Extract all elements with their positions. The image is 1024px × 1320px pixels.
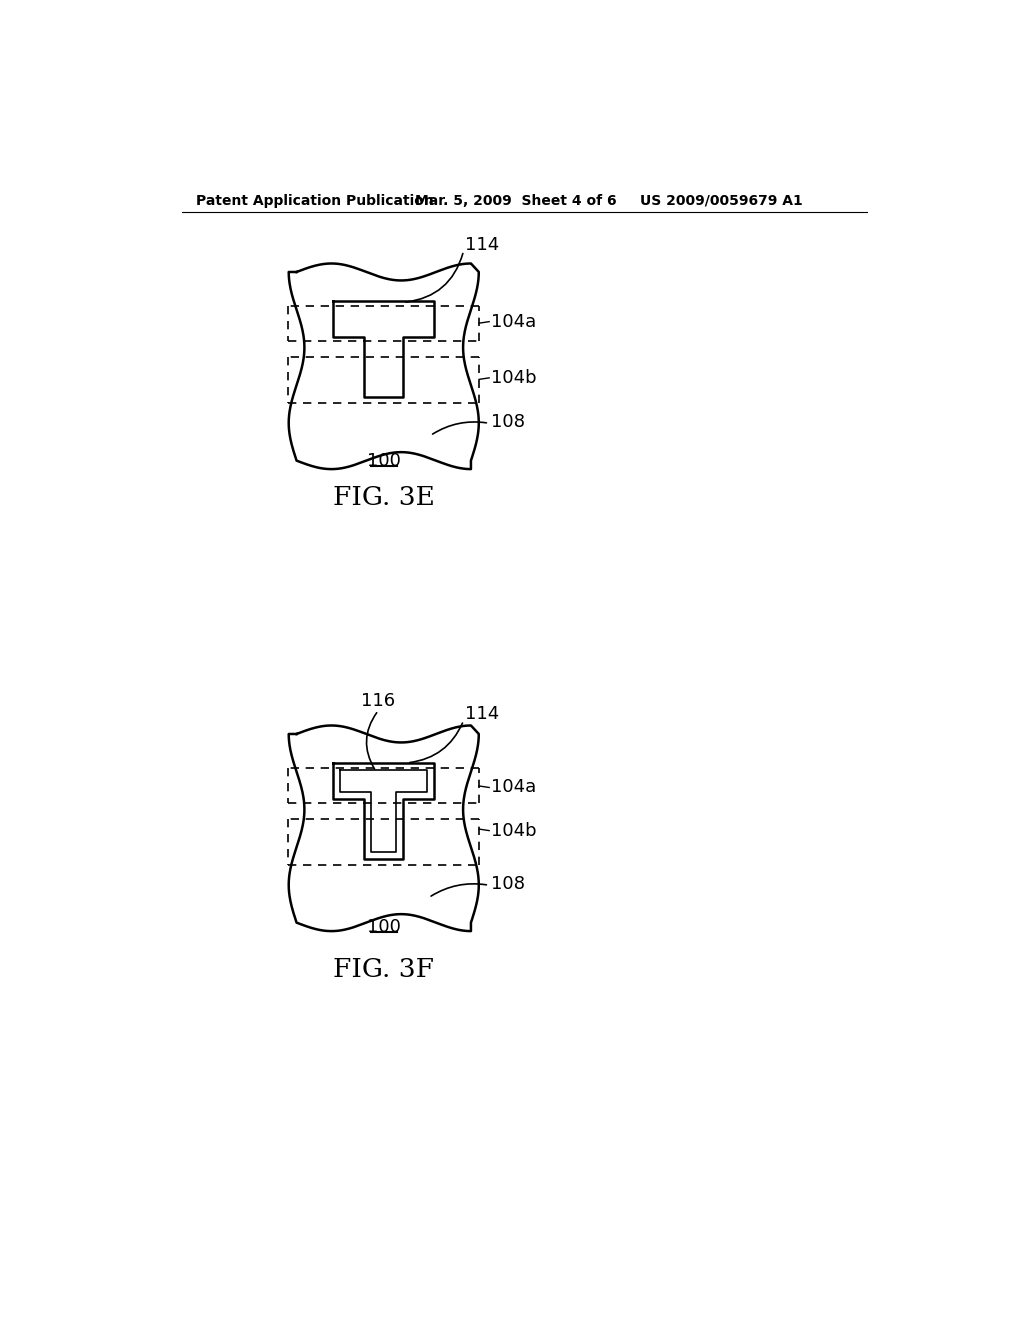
Text: 108: 108 bbox=[490, 875, 524, 892]
Text: FIG. 3F: FIG. 3F bbox=[333, 957, 434, 982]
Text: 104b: 104b bbox=[490, 368, 537, 387]
Text: 100: 100 bbox=[367, 451, 400, 470]
Text: 114: 114 bbox=[465, 236, 500, 253]
Text: FIG. 3E: FIG. 3E bbox=[333, 484, 434, 510]
Text: 104b: 104b bbox=[490, 821, 537, 840]
Text: 104a: 104a bbox=[490, 779, 536, 796]
Text: Mar. 5, 2009  Sheet 4 of 6: Mar. 5, 2009 Sheet 4 of 6 bbox=[415, 194, 616, 207]
Text: 104a: 104a bbox=[490, 313, 536, 330]
Text: Patent Application Publication: Patent Application Publication bbox=[197, 194, 434, 207]
Text: 114: 114 bbox=[465, 705, 500, 723]
Text: US 2009/0059679 A1: US 2009/0059679 A1 bbox=[640, 194, 802, 207]
Text: 100: 100 bbox=[367, 917, 400, 936]
Text: 116: 116 bbox=[361, 692, 395, 710]
Text: 108: 108 bbox=[490, 413, 524, 430]
